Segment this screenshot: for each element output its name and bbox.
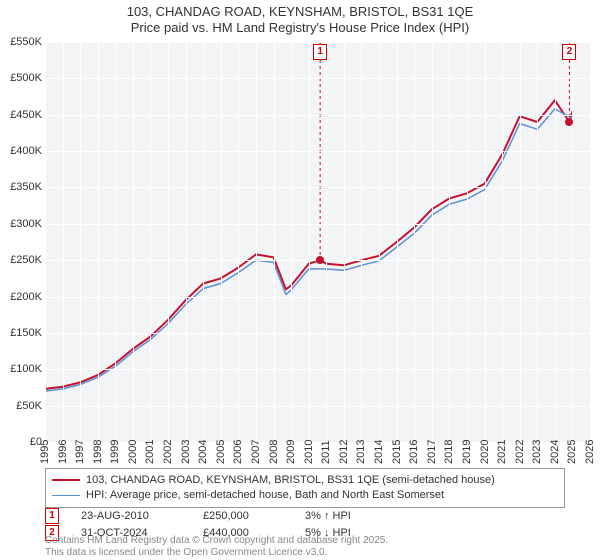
x-tick-label: 1995: [39, 440, 51, 464]
x-tick-label: 2018: [443, 440, 455, 464]
x-tick-label: 1996: [57, 440, 69, 464]
title-line2: Price paid vs. HM Land Registry's House …: [131, 20, 469, 35]
y-tick-label: £400K: [2, 145, 42, 157]
y-tick-label: £500K: [2, 72, 42, 84]
x-tick-label: 2004: [197, 440, 209, 464]
x-tick-label: 2006: [232, 440, 244, 464]
x-tick-label: 1997: [74, 440, 86, 464]
chart-marker-box: 2: [562, 44, 576, 60]
x-tick-label: 2008: [268, 440, 280, 464]
y-tick-label: £250K: [2, 254, 42, 266]
y-tick-label: £0: [2, 436, 42, 448]
chart-marker-dot: [316, 256, 324, 264]
legend-line-2: [52, 495, 80, 497]
legend-item-2: HPI: Average price, semi-detached house,…: [52, 488, 558, 503]
x-tick-label: 2021: [496, 440, 508, 464]
x-tick-label: 2023: [531, 440, 543, 464]
annotation-date-1: 23-AUG-2010: [81, 508, 181, 525]
x-tick-label: 2003: [180, 440, 192, 464]
y-tick-label: £100K: [2, 363, 42, 375]
x-tick-label: 2013: [355, 440, 367, 464]
y-tick-label: £350K: [2, 181, 42, 193]
copyright-line2: This data is licensed under the Open Gov…: [45, 547, 327, 558]
x-tick-label: 2024: [549, 440, 561, 464]
chart-legend: 103, CHANDAG ROAD, KEYNSHAM, BRISTOL, BS…: [45, 468, 565, 508]
x-tick-label: 2000: [127, 440, 139, 464]
x-tick-label: 1998: [92, 440, 104, 464]
x-tick-label: 2019: [461, 440, 473, 464]
y-tick-label: £150K: [2, 327, 42, 339]
y-tick-label: £300K: [2, 218, 42, 230]
x-tick-label: 2012: [338, 440, 350, 464]
chart-title: 103, CHANDAG ROAD, KEYNSHAM, BRISTOL, BS…: [0, 0, 600, 37]
x-tick-label: 2014: [373, 440, 385, 464]
x-tick-label: 2025: [566, 440, 578, 464]
x-tick-label: 2010: [303, 440, 315, 464]
legend-line-1: [52, 479, 80, 481]
annotation-row-1: 1 23-AUG-2010 £250,000 3% ↑ HPI: [45, 508, 351, 525]
legend-item-1: 103, CHANDAG ROAD, KEYNSHAM, BRISTOL, BS…: [52, 473, 558, 488]
annotation-hpi-1: 3% ↑ HPI: [305, 508, 351, 525]
chart-lines-svg: [45, 42, 590, 442]
chart-plot-area: 12: [45, 42, 590, 442]
copyright-text: Contains HM Land Registry data © Crown c…: [45, 535, 388, 558]
y-tick-label: £200K: [2, 291, 42, 303]
x-tick-label: 2001: [144, 440, 156, 464]
chart-marker-box: 1: [313, 44, 327, 60]
copyright-line1: Contains HM Land Registry data © Crown c…: [45, 535, 388, 546]
chart-marker-dot: [565, 118, 573, 126]
x-tick-label: 2020: [479, 440, 491, 464]
x-tick-label: 2011: [320, 440, 332, 464]
title-line1: 103, CHANDAG ROAD, KEYNSHAM, BRISTOL, BS…: [127, 4, 474, 19]
x-tick-label: 2002: [162, 440, 174, 464]
x-tick-label: 2005: [215, 440, 227, 464]
y-tick-label: £550K: [2, 36, 42, 48]
x-tick-label: 2009: [285, 440, 297, 464]
annotation-price-1: £250,000: [203, 508, 283, 525]
legend-label-2: HPI: Average price, semi-detached house,…: [86, 488, 444, 503]
legend-label-1: 103, CHANDAG ROAD, KEYNSHAM, BRISTOL, BS…: [86, 473, 495, 488]
y-tick-label: £450K: [2, 109, 42, 121]
x-tick-label: 2026: [584, 440, 596, 464]
x-tick-label: 2007: [250, 440, 262, 464]
y-tick-label: £50K: [2, 400, 42, 412]
x-tick-label: 2022: [514, 440, 526, 464]
x-tick-label: 1999: [109, 440, 121, 464]
annotation-marker-1: 1: [45, 508, 59, 524]
x-tick-label: 2016: [408, 440, 420, 464]
x-tick-label: 2015: [391, 440, 403, 464]
x-tick-label: 2017: [426, 440, 438, 464]
